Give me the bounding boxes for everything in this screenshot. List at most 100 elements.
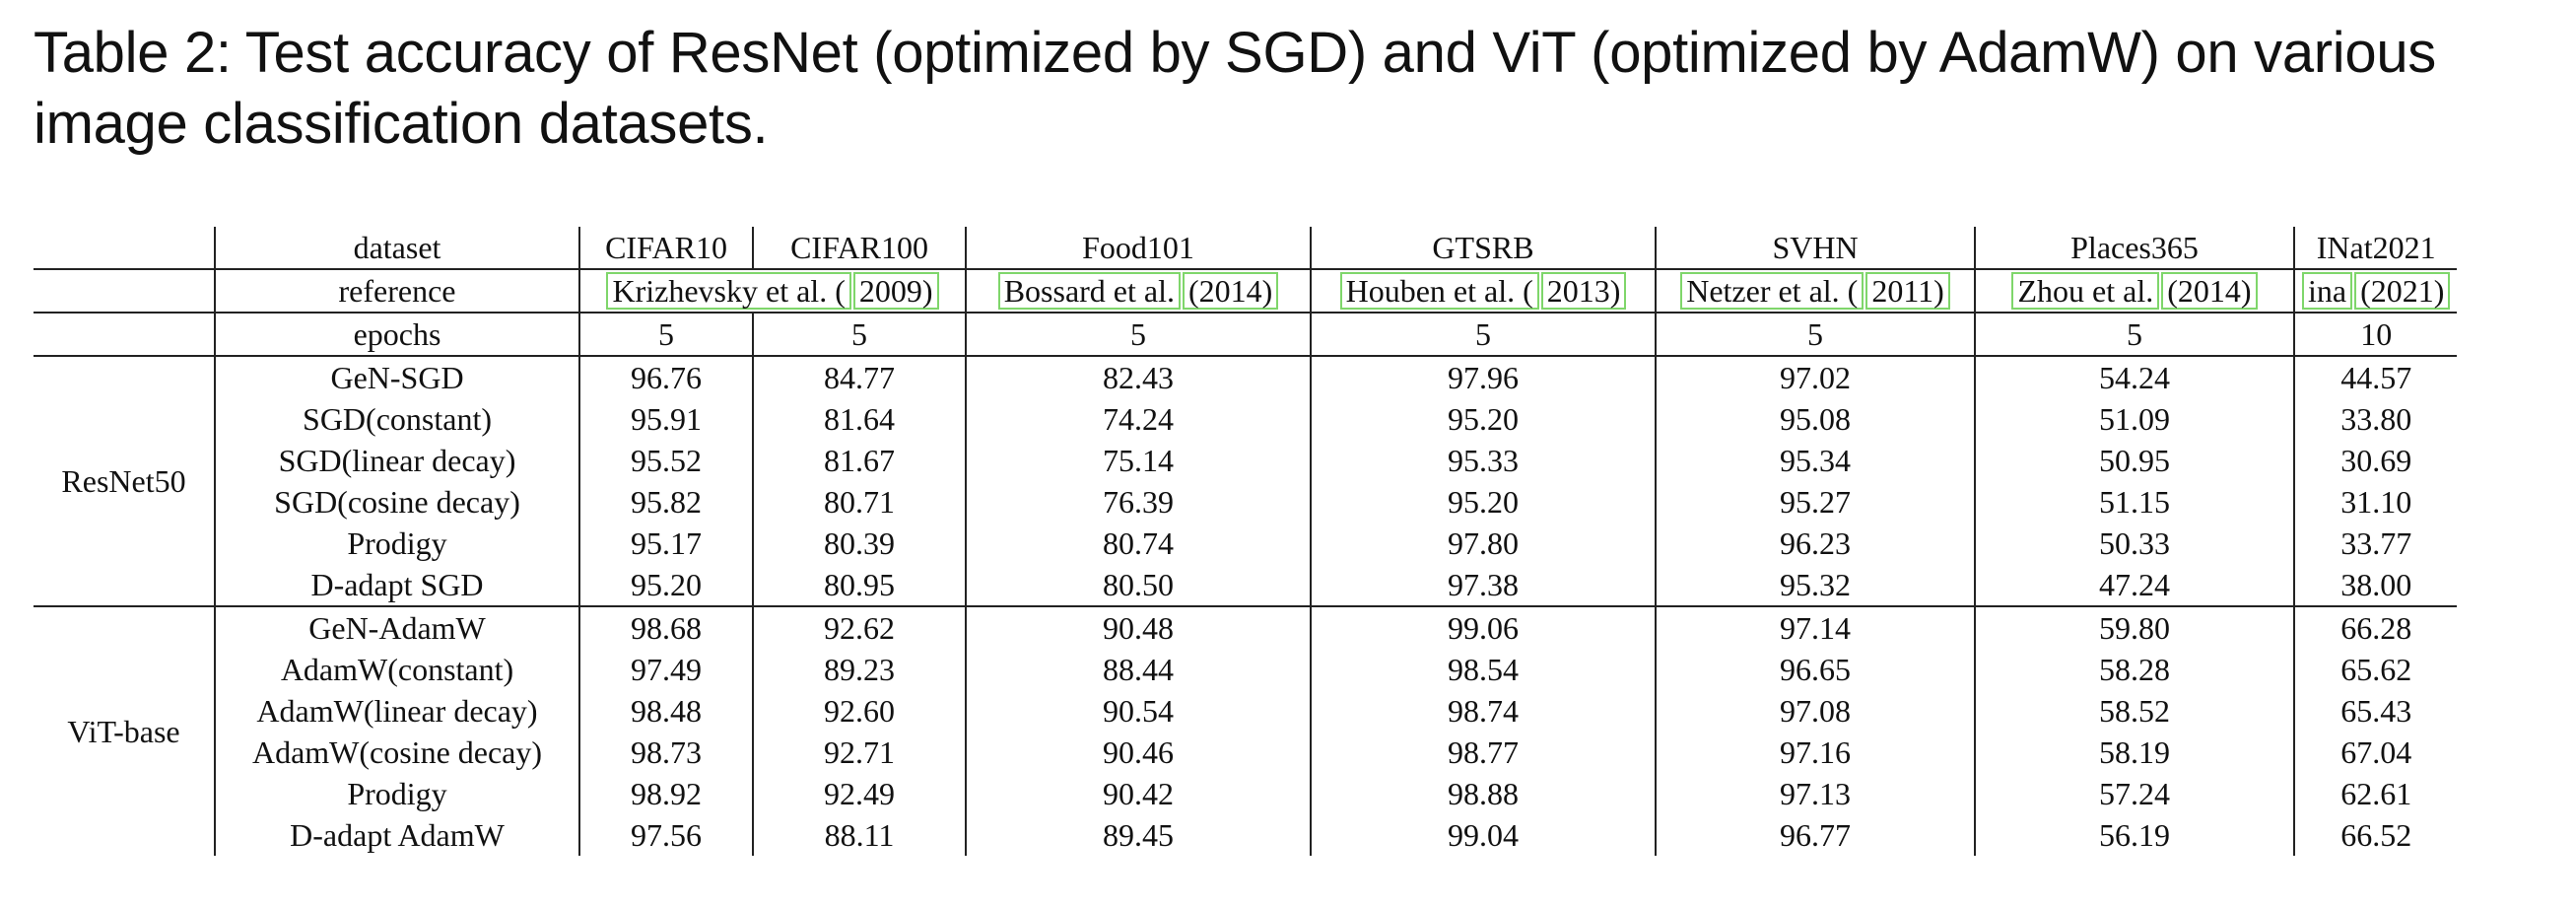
accuracy-cell: 95.08 [1655,398,1975,440]
accuracy-cell: 97.02 [1655,355,1975,398]
method-name: AdamW(constant) [214,649,579,690]
accuracy-cell: 95.20 [578,564,753,606]
method-name: GeN-SGD [214,355,579,398]
reference-author-link[interactable]: Netzer et al. ( [1680,272,1864,310]
dataset-name: INat2021 [2292,227,2458,270]
accuracy-cell: 51.15 [1974,481,2294,523]
accuracy-cell: 50.95 [1974,440,2294,481]
accuracy-cell: 80.39 [752,523,966,564]
accuracy-cell: 95.82 [578,481,753,523]
accuracy-cell: 50.33 [1974,523,2294,564]
accuracy-cell: 47.24 [1974,564,2294,606]
reference-author-link[interactable]: Zhou et al. [2011,272,2160,310]
accuracy-cell: 95.27 [1655,481,1975,523]
table-row: AdamW(linear decay) 98.48 92.60 90.54 98.74 9… [34,690,2458,732]
table-row: ResNet50 GeN-SGD 96.76 84.77 82.43 97.96 97.02… [34,355,2458,606]
caption-label: Table 2: [34,21,232,85]
accuracy-cell: 96.23 [1655,523,1975,564]
table-row: ViT-base GeN-AdamW 98.68 92.62 90.48 99.06 97.… [34,605,2458,856]
accuracy-cell: 98.92 [578,773,753,814]
accuracy-cell: 80.50 [965,564,1311,606]
reference-cell: Netzer et al. (2011) [1655,269,1975,314]
header-row-reference: reference Krizhevsky et al. (2009) Bossa… [34,269,2458,314]
reference-year-link[interactable]: (2014) [1182,272,1279,310]
table-row: SGD(linear decay) 95.52 81.67 75.14 95.33 95.… [34,440,2458,481]
reference-year-link[interactable]: 2013) [1540,272,1627,310]
reference-author-link[interactable]: Krizhevsky et al. ( [606,272,851,310]
epochs-value: 5 [965,313,1311,356]
accuracy-cell: 97.49 [578,649,753,690]
accuracy-cell: 95.20 [1310,481,1656,523]
epochs-value: 5 [1310,313,1656,356]
accuracy-cell: 38.00 [2292,564,2458,606]
accuracy-cell: 84.77 [752,355,966,398]
accuracy-cell: 97.14 [1655,605,1975,649]
reference-author-link[interactable]: Houben et al. ( [1339,272,1539,310]
accuracy-cell: 54.24 [1974,355,2294,398]
method-name: D-adapt SGD [214,564,579,606]
accuracy-cell: 89.45 [965,814,1311,856]
accuracy-cell: 96.77 [1655,814,1975,856]
dataset-name: Food101 [965,227,1311,270]
model-name: ViT-base [34,605,215,856]
accuracy-cell: 98.74 [1310,690,1656,732]
reference-cell: Krizhevsky et al. (2009) [578,269,966,314]
accuracy-cell: 99.04 [1310,814,1656,856]
reference-year-link[interactable]: (2014) [2161,272,2258,310]
accuracy-cell: 74.24 [965,398,1311,440]
accuracy-cell: 97.16 [1655,732,1975,773]
epochs-value: 10 [2292,313,2458,356]
accuracy-cell: 88.11 [752,814,966,856]
dataset-name: GTSRB [1310,227,1656,270]
accuracy-cell: 62.61 [2292,773,2458,814]
accuracy-cell: 97.13 [1655,773,1975,814]
accuracy-cell: 97.80 [1310,523,1656,564]
accuracy-cell: 82.43 [965,355,1311,398]
reference-author-link[interactable]: ina [2302,272,2353,310]
method-name: Prodigy [214,523,579,564]
results-body: ResNet50 GeN-SGD 96.76 84.77 82.43 97.96 97.02… [34,355,2458,856]
header-label-dataset: dataset [214,227,579,270]
method-name: GeN-AdamW [214,605,579,649]
accuracy-cell: 97.08 [1655,690,1975,732]
accuracy-cell: 97.96 [1310,355,1656,398]
results-table: dataset CIFAR10 CIFAR100 Food101 GTSRB S… [34,227,2458,856]
accuracy-cell: 95.34 [1655,440,1975,481]
accuracy-cell: 58.28 [1974,649,2294,690]
accuracy-cell: 88.44 [965,649,1311,690]
accuracy-cell: 66.28 [2292,605,2458,649]
accuracy-cell: 90.54 [965,690,1311,732]
table-caption: Table 2: Test accuracy of ResNet (optimiz… [34,18,2556,160]
accuracy-cell: 98.48 [578,690,753,732]
reference-year-link[interactable]: (2021) [2354,272,2451,310]
reference-year-link[interactable]: 2011) [1865,272,1950,310]
accuracy-cell: 92.49 [752,773,966,814]
epochs-value: 5 [1655,313,1975,356]
header-label-epochs: epochs [214,313,579,356]
accuracy-cell: 95.91 [578,398,753,440]
header-empty-cell [34,313,215,356]
reference-cell: Zhou et al. (2014) [1974,269,2294,314]
reference-cell: ina (2021) [2292,269,2458,314]
accuracy-cell: 97.56 [578,814,753,856]
method-name: SGD(cosine decay) [214,481,579,523]
reference-year-link[interactable]: 2009) [852,272,939,310]
accuracy-cell: 98.54 [1310,649,1656,690]
dataset-name: SVHN [1655,227,1975,270]
accuracy-cell: 58.52 [1974,690,2294,732]
accuracy-cell: 95.17 [578,523,753,564]
accuracy-cell: 98.88 [1310,773,1656,814]
caption-text: Test accuracy of ResNet (optimized by SG… [34,21,2436,156]
accuracy-cell: 95.32 [1655,564,1975,606]
accuracy-cell: 95.33 [1310,440,1656,481]
accuracy-cell: 76.39 [965,481,1311,523]
accuracy-cell: 92.71 [752,732,966,773]
accuracy-cell: 98.68 [578,605,753,649]
accuracy-cell: 44.57 [2292,355,2458,398]
epochs-value: 5 [1974,313,2294,356]
accuracy-cell: 98.77 [1310,732,1656,773]
accuracy-cell: 75.14 [965,440,1311,481]
epochs-value: 5 [578,313,753,356]
reference-author-link[interactable]: Bossard et al. [997,272,1181,310]
accuracy-cell: 98.73 [578,732,753,773]
